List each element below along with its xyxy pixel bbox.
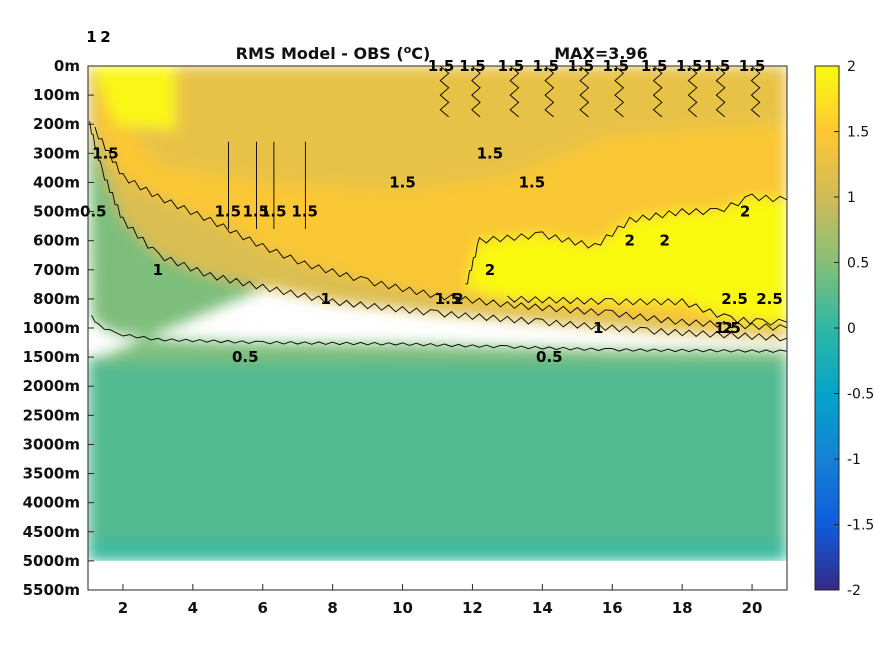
colorbar-ticks: 2 1.5 1 0.5 0 -0.5 -1 -1.5 -2 — [834, 59, 874, 599]
contour-label: 1 — [86, 28, 96, 46]
contour-label: 2 — [659, 232, 669, 250]
contour-label: 1.5 — [519, 173, 546, 191]
contour-label: 2.5 — [721, 290, 748, 308]
contour-line-1-5 — [750, 66, 761, 118]
y-tick-label: 5500m — [23, 581, 80, 599]
contour-label: 1.5 — [260, 203, 287, 221]
y-axis: 0m 100m 200m 300m 400m 500m 600m 700m 800m 1000m 1… — [23, 57, 94, 599]
field-layer-2 — [465, 197, 787, 323]
contour-label: 1 — [320, 290, 330, 308]
y-tick-label: 3500m — [23, 465, 80, 483]
contour-label: 1.5 — [215, 203, 242, 221]
x-tick-label: 4 — [188, 599, 198, 617]
contour-line-1-5 — [471, 66, 481, 118]
x-tick-label: 14 — [532, 599, 553, 617]
y-tick-label: 400m — [33, 173, 80, 191]
x-tick-label: 2 — [118, 599, 128, 617]
colorbar-tick-label: 0 — [847, 321, 856, 337]
contour-label: 0.5 — [232, 348, 259, 366]
contour-label: 2 — [722, 319, 732, 337]
contour-label: 2.5 — [756, 290, 783, 308]
contour-line-1-5 — [439, 66, 450, 118]
y-tick-label: 100m — [33, 86, 80, 104]
colorbar-tick-label: -0.5 — [847, 387, 874, 403]
contour-line-1 — [89, 121, 787, 342]
y-tick-label: 600m — [33, 232, 80, 250]
chart-title: RMS Model - OBS (oC) — [236, 43, 431, 63]
y-tick-label: 4500m — [23, 523, 80, 541]
y-tick-label: 2500m — [23, 406, 80, 424]
y-tick-label: 3000m — [23, 435, 80, 453]
y-tick-label: 500m — [33, 203, 80, 221]
colorbar-tick-label: -1.5 — [847, 518, 874, 534]
contour-line-1-5 — [509, 66, 520, 118]
colorbar-tick-label: 0.5 — [847, 256, 869, 272]
y-tick-label: 200m — [33, 115, 80, 133]
contour-line-2 — [507, 295, 787, 326]
max-annotation: MAX=3.96 — [554, 44, 648, 63]
contour-line-1-5 — [614, 66, 625, 118]
contour-label: 1 — [593, 319, 603, 337]
field-layer-abyss — [88, 543, 787, 561]
contour-label: 1.5 — [714, 319, 741, 337]
y-tick-label: 4000m — [23, 494, 80, 512]
y-tick-label: 800m — [33, 290, 80, 308]
x-axis: 2 4 6 8 10 12 14 16 18 20 — [118, 584, 763, 617]
contour-label: 1.5 — [242, 203, 269, 221]
y-tick-label: 1500m — [23, 348, 80, 366]
contour-line-0-5 — [91, 314, 787, 353]
contour-label: 2 — [625, 232, 635, 250]
x-tick-label: 12 — [462, 599, 483, 617]
contour-label: 2 — [453, 290, 463, 308]
contour-label: 1.5 — [291, 203, 318, 221]
x-tick-label: 10 — [392, 599, 413, 617]
contour-label: 1 — [153, 261, 163, 279]
contour-line-1-5 — [579, 66, 590, 118]
temperature-field — [88, 66, 787, 562]
contour-label: 2 — [100, 28, 110, 46]
contour-label: 0.5 — [536, 348, 563, 366]
no-data-band — [88, 560, 787, 562]
colorbar-tick-label: -1 — [847, 452, 861, 468]
x-tick-label: 6 — [258, 599, 268, 617]
contour-line-1-5 — [94, 126, 787, 331]
colorbar-tick-label: 1 — [847, 190, 856, 206]
field-layer-surface — [88, 66, 787, 192]
contour-line-1-5 — [652, 66, 663, 118]
contour-label: 1.5 — [92, 144, 119, 162]
contour-lines — [89, 66, 787, 353]
contour-label: 2 — [485, 261, 495, 279]
y-tick-label: 2000m — [23, 377, 80, 395]
y-tick-label: 5000m — [23, 552, 80, 570]
colorbar-tick-label: 1.5 — [847, 125, 869, 141]
contour-line-1-5 — [715, 66, 726, 118]
y-tick-label: 1000m — [23, 319, 80, 337]
colorbar-tick-label: 2 — [847, 59, 856, 75]
field-layer-deep — [88, 357, 787, 561]
contour-line-2 — [465, 193, 787, 285]
x-tick-label: 8 — [327, 599, 337, 617]
field-layer-nearsurface — [91, 66, 176, 131]
y-tick-label: 300m — [33, 144, 80, 162]
x-tick-label: 16 — [602, 599, 623, 617]
contour-label: 2 — [740, 203, 750, 221]
contour-label: 1.5 — [477, 144, 504, 162]
colorbar: 2 1.5 1 0.5 0 -0.5 -1 -1.5 -2 — [814, 59, 874, 599]
y-tick-label: 700m — [33, 261, 80, 279]
x-tick-label: 18 — [672, 599, 693, 617]
contour-label: 1.5 — [389, 173, 416, 191]
y-tick-label: 0m — [54, 57, 80, 75]
colorbar-tick-label: -2 — [847, 583, 861, 599]
contour-line-1-5 — [687, 66, 698, 118]
contour-label: 1.5 — [435, 290, 462, 308]
x-tick-label: 20 — [742, 599, 763, 617]
contour-line-1-5 — [544, 66, 555, 118]
